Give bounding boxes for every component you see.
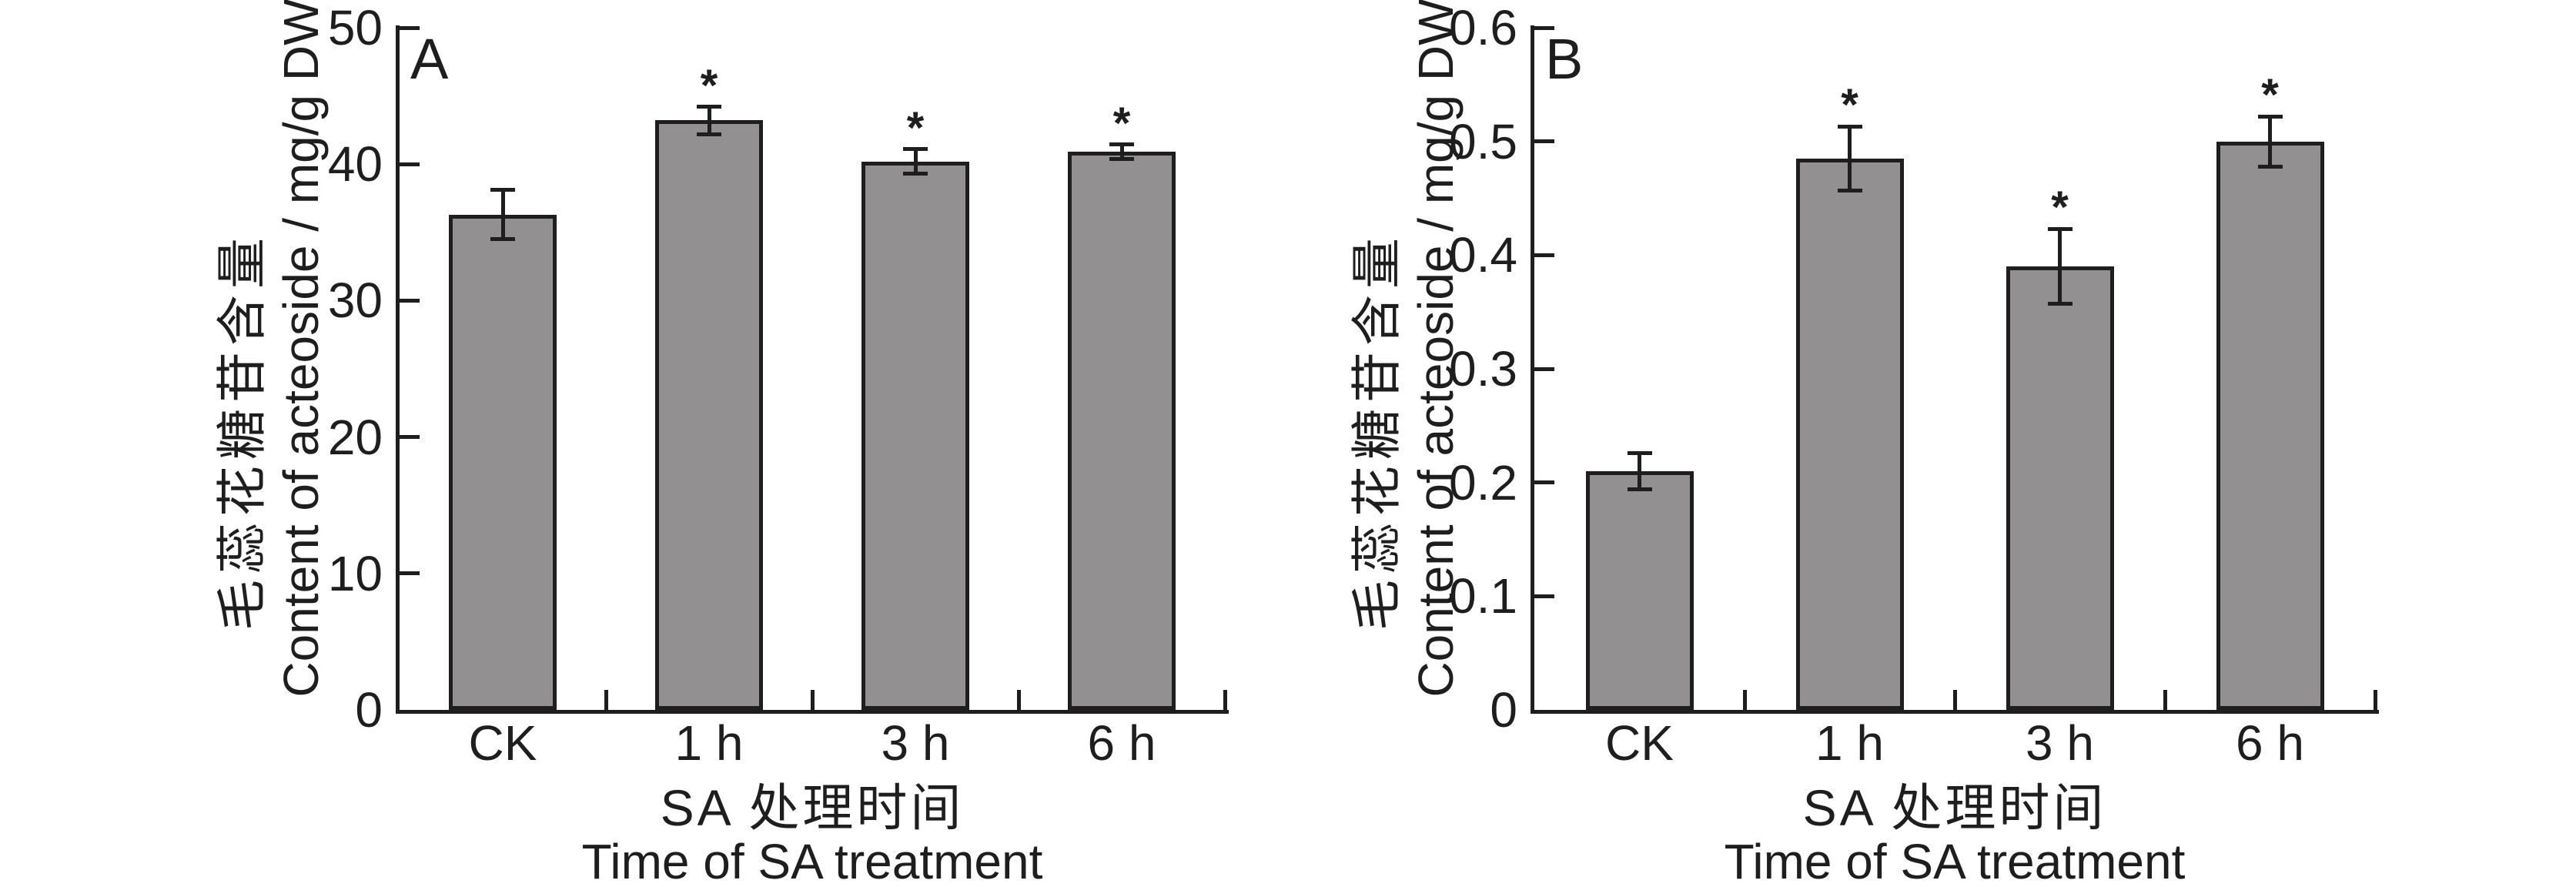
error-bar-cap-top [697,105,721,109]
x-tick [1952,690,1957,710]
y-tick-label: 0 [355,682,383,738]
bar [861,161,969,710]
error-bar-cap-bottom [1109,157,1134,162]
y-tick [400,25,420,30]
y-tick-label: 40 [327,136,383,192]
error-bar-cap-bottom [2047,302,2073,306]
y-tick [1534,253,1554,257]
y-tick-label: 10 [327,545,383,601]
x-tick [604,690,608,710]
category-label: 6 h [2236,715,2304,771]
y-tick-label: 0.6 [1449,0,1517,55]
bar [1068,152,1176,710]
error-bar-line [2268,116,2272,167]
x-tick [2163,690,2167,710]
x-tick [810,690,815,710]
bar [2216,141,2324,710]
y-tick [400,571,420,576]
x-tick [1223,690,1227,710]
error-bar-line [707,106,711,135]
y-axis-title-zh: 毛蕊花糖苷含量 [1348,232,1405,631]
error-bar-cap-bottom [2257,164,2283,169]
panel-letter: A [410,27,449,91]
category-label: 3 h [881,715,950,771]
y-axis-line [396,25,400,714]
y-tick [400,162,420,166]
y-tick [1534,594,1554,598]
x-axis-title-zh: SA 处理时间 [660,779,965,836]
y-tick-label: 0.4 [1449,227,1517,283]
x-tick [2373,690,2377,710]
error-bar-line [1638,453,1641,490]
category-label: 3 h [2026,715,2094,771]
y-tick-label: 0.3 [1449,341,1517,397]
error-bar-cap-top [1627,450,1652,455]
error-bar-cap-top [2047,226,2073,231]
error-bar-cap-bottom [697,132,721,136]
bar [655,120,763,710]
y-tick [1534,480,1554,485]
x-axis-title-en: Time of SA treatment [1724,834,2186,887]
error-bar-line [2058,229,2062,304]
y-tick-label: 0.5 [1449,113,1517,169]
bar [1795,158,1904,710]
error-bar-cap-bottom [490,237,515,242]
y-tick-label: 30 [327,273,383,329]
panel-letter: B [1545,27,1584,91]
significance-asterisk: * [2051,182,2069,233]
y-tick-label: 20 [327,409,383,465]
error-bar-line [913,149,918,174]
x-axis-title-en: Time of SA treatment [581,834,1043,887]
error-bar-cap-bottom [903,172,928,176]
category-label: 1 h [1815,715,1884,771]
error-bar-cap-top [490,188,515,192]
significance-asterisk: * [1112,98,1131,149]
y-axis-line [1531,25,1534,714]
x-axis-title-zh: SA 处理时间 [1802,779,2107,836]
significance-asterisk: * [2261,70,2279,121]
category-label: CK [468,715,537,771]
bar [2006,266,2114,710]
error-bar-cap-bottom [1627,487,1652,492]
error-bar-cap-top [903,147,928,152]
significance-asterisk: * [1841,80,1858,131]
bar [449,214,557,710]
x-tick [1016,690,1021,710]
y-tick-label: 0.2 [1449,454,1517,510]
y-tick [1534,25,1554,30]
error-bar-cap-top [1109,142,1134,146]
y-tick-label: 0.1 [1449,568,1517,624]
significance-asterisk: * [906,102,925,153]
x-axis-line [1531,710,2379,714]
error-bar-line [1119,144,1124,159]
y-tick [400,435,420,440]
y-tick [1534,367,1554,371]
significance-asterisk: * [700,60,718,111]
category-label: 6 h [1087,715,1156,771]
y-tick-label: 50 [327,0,383,55]
bar [1585,470,1694,710]
error-bar-cap-bottom [1837,188,1862,192]
error-bar-cap-top [1837,124,1862,129]
error-bar-line [1848,126,1852,191]
error-bar-cap-top [2257,114,2283,119]
y-tick [400,298,420,303]
x-axis-line [396,710,1229,714]
error-bar-line [500,189,505,239]
category-label: 1 h [674,715,744,771]
category-label: CK [1605,715,1674,771]
y-tick-label: 0 [1490,682,1517,738]
y-axis-title-en: Content of acteoside / mg/g DW [1408,0,1464,698]
x-tick [1742,690,1747,710]
y-tick [1534,139,1554,144]
